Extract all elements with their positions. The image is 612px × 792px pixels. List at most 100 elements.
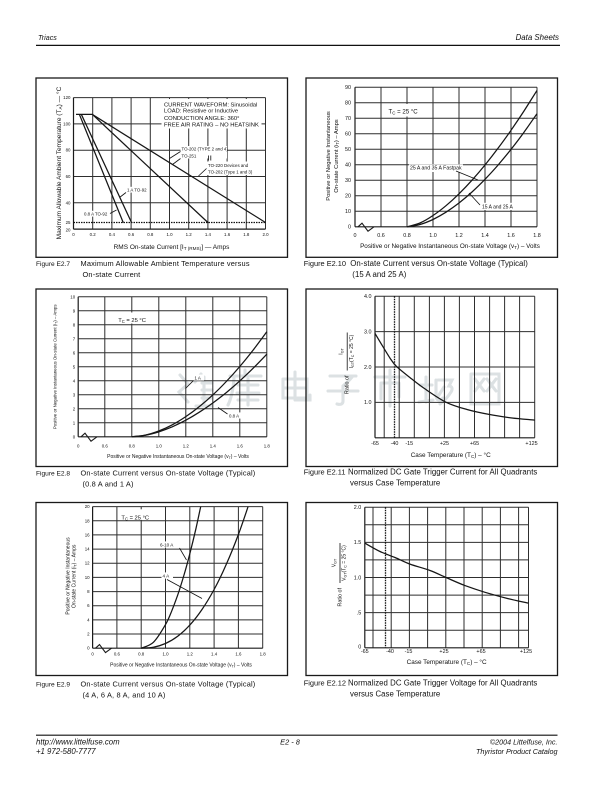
svg-text:8: 8 (87, 589, 90, 594)
svg-text:2.0: 2.0 (354, 505, 362, 511)
svg-text:1.8: 1.8 (243, 232, 250, 237)
svg-text:10: 10 (70, 294, 75, 299)
svg-text:versus Case Temperature: versus Case Temperature (350, 690, 440, 699)
svg-text:Normalized DC Gate Trigger Cur: Normalized DC Gate Trigger Current for A… (348, 468, 537, 477)
svg-text:CONDUCTION ANGLE: 360°: CONDUCTION ANGLE: 360° (164, 116, 239, 122)
svg-text:Positive or Negative Instantan: Positive or Negative Instantaneous (326, 111, 332, 201)
svg-text:1.6: 1.6 (224, 232, 231, 237)
svg-text:LOAD: Resistive or Inductive: LOAD: Resistive or Inductive (164, 109, 238, 115)
svg-text:TO-251: TO-251 (182, 154, 197, 159)
svg-text:70: 70 (345, 116, 351, 122)
svg-text:50: 50 (345, 147, 351, 153)
svg-text:0.8: 0.8 (147, 232, 154, 237)
svg-text:-65: -65 (371, 441, 379, 447)
svg-text:1.8: 1.8 (533, 233, 541, 239)
svg-text:-15: -15 (405, 649, 413, 655)
svg-text:Figure E2.12: Figure E2.12 (304, 679, 346, 688)
svg-text:80: 80 (66, 148, 71, 153)
svg-text:2.0: 2.0 (262, 232, 269, 237)
svg-text:CURRENT WAVEFORM: Sinusoidal: CURRENT WAVEFORM: Sinusoidal (164, 102, 257, 108)
svg-text:5: 5 (73, 364, 76, 369)
svg-text:1.4: 1.4 (481, 233, 489, 239)
svg-text:2.0: 2.0 (364, 365, 372, 371)
svg-text:+125: +125 (525, 441, 537, 447)
svg-text:120: 120 (63, 95, 71, 100)
svg-text:60: 60 (66, 174, 71, 179)
svg-text:(15 A and 25 A): (15 A and 25 A) (352, 270, 406, 279)
svg-text:1.5: 1.5 (354, 540, 362, 546)
svg-text:0: 0 (91, 652, 94, 657)
svg-text:RMS On-state Current [IT (RMS): RMS On-state Current [IT (RMS)] — Amps (114, 244, 231, 251)
svg-text:6: 6 (87, 603, 90, 608)
svg-text:40: 40 (345, 163, 351, 169)
svg-text:On-state Current versus On-sta: On-state Current versus On-state Voltage… (350, 259, 528, 268)
svg-text:On-state Current versus On-sta: On-state Current versus On-state Voltage… (81, 680, 256, 689)
svg-text:1.0: 1.0 (166, 232, 173, 237)
svg-text:1.0: 1.0 (364, 400, 372, 406)
svg-text:14: 14 (85, 547, 90, 552)
svg-text:1.0: 1.0 (162, 652, 169, 657)
svg-text:0.8 A TO-92: 0.8 A TO-92 (84, 212, 108, 217)
svg-text:1.8: 1.8 (260, 652, 267, 657)
svg-text:TO-202 (TYPE 2 and 4): TO-202 (TYPE 2 and 4) (182, 147, 229, 152)
svg-text:20: 20 (66, 227, 71, 232)
svg-text:0.6: 0.6 (377, 233, 385, 239)
svg-text:9: 9 (73, 308, 76, 313)
svg-text:Thyristor Product Catalog: Thyristor Product Catalog (476, 747, 558, 756)
svg-text:16: 16 (85, 532, 90, 537)
svg-text:+25: +25 (440, 441, 449, 447)
svg-text:18: 18 (85, 518, 90, 523)
svg-text:TC = 25 °C: TC = 25 °C (121, 516, 149, 522)
svg-text:90: 90 (345, 85, 351, 91)
svg-text:On-state Current (iT) – Amps: On-state Current (iT) – Amps (71, 544, 77, 608)
svg-text:15 A and 25 A: 15 A and 25 A (482, 205, 514, 211)
svg-text:On-state Current: On-state Current (83, 270, 141, 279)
svg-text:1.0: 1.0 (156, 443, 163, 448)
svg-text:TC = 25 °C: TC = 25 °C (389, 108, 419, 115)
svg-text:0: 0 (87, 646, 90, 651)
svg-text:3.0: 3.0 (364, 329, 372, 335)
svg-text:Triacs: Triacs (38, 34, 57, 42)
svg-text:versus Case Temperature: versus Case Temperature (350, 479, 440, 488)
svg-text:TO-202 (Type 1 and 3): TO-202 (Type 1 and 3) (208, 170, 253, 175)
svg-text:60: 60 (345, 132, 351, 138)
svg-text:Data Sheets: Data Sheets (516, 33, 559, 42)
svg-text:Maximum Allowable Ambient Temp: Maximum Allowable Ambient Temperature (T… (55, 86, 63, 239)
svg-text:4 A: 4 A (163, 574, 171, 579)
svg-text:Figure E2.10: Figure E2.10 (304, 259, 346, 268)
svg-text:Case Temperature (TC) – °C: Case Temperature (TC) – °C (407, 658, 487, 666)
svg-text:0.8: 0.8 (138, 652, 145, 657)
svg-text:-15: -15 (405, 441, 413, 447)
svg-text:Ratio of: Ratio of (345, 375, 351, 394)
svg-text:0.6: 0.6 (114, 652, 121, 657)
svg-text:+125: +125 (520, 649, 532, 655)
svg-text:(4 A, 6 A, 8 A, and 10 A): (4 A, 6 A, 8 A, and 10 A) (83, 691, 166, 700)
svg-text:1.0: 1.0 (429, 233, 437, 239)
svg-text:Positive or Negative Instantan: Positive or Negative Instantaneous On-st… (53, 304, 59, 430)
svg-text:Figure E2.11: Figure E2.11 (304, 468, 346, 477)
svg-text:1.2: 1.2 (187, 652, 194, 657)
svg-text:IGT: IGT (339, 348, 345, 355)
svg-text:.5: .5 (357, 610, 362, 616)
svg-text:0.4: 0.4 (109, 232, 116, 237)
svg-text:+65: +65 (476, 649, 485, 655)
svg-text:7: 7 (73, 336, 76, 341)
svg-text:Normalized DC Gate Trigger Vol: Normalized DC Gate Trigger Voltage for A… (348, 679, 537, 688)
svg-text:Ratio of: Ratio of (338, 587, 344, 606)
svg-text:10: 10 (85, 575, 90, 580)
svg-text:1 A: 1 A (195, 376, 201, 381)
svg-text:4.0: 4.0 (364, 294, 372, 300)
svg-text:E2 - 8: E2 - 8 (280, 737, 301, 746)
svg-text:0.6: 0.6 (128, 232, 135, 237)
svg-text:http://www.littelfuse.com: http://www.littelfuse.com (36, 737, 120, 746)
svg-text:Maximum Allowable Ambient Temp: Maximum Allowable Ambient Temperature ve… (81, 259, 250, 268)
svg-text:+25: +25 (439, 649, 448, 655)
svg-text:25: 25 (66, 220, 71, 225)
svg-text:-40: -40 (391, 441, 399, 447)
svg-text:Figure E2.8: Figure E2.8 (36, 471, 70, 478)
svg-text:Positive or Negative Instantan: Positive or Negative Instantaneous On-st… (360, 243, 540, 250)
svg-text:0.6: 0.6 (102, 443, 109, 448)
svg-text:20: 20 (345, 194, 351, 200)
svg-text:0.2: 0.2 (90, 232, 97, 237)
svg-text:Positive or Negative Instantan: Positive or Negative Instantaneous On-st… (110, 663, 252, 669)
